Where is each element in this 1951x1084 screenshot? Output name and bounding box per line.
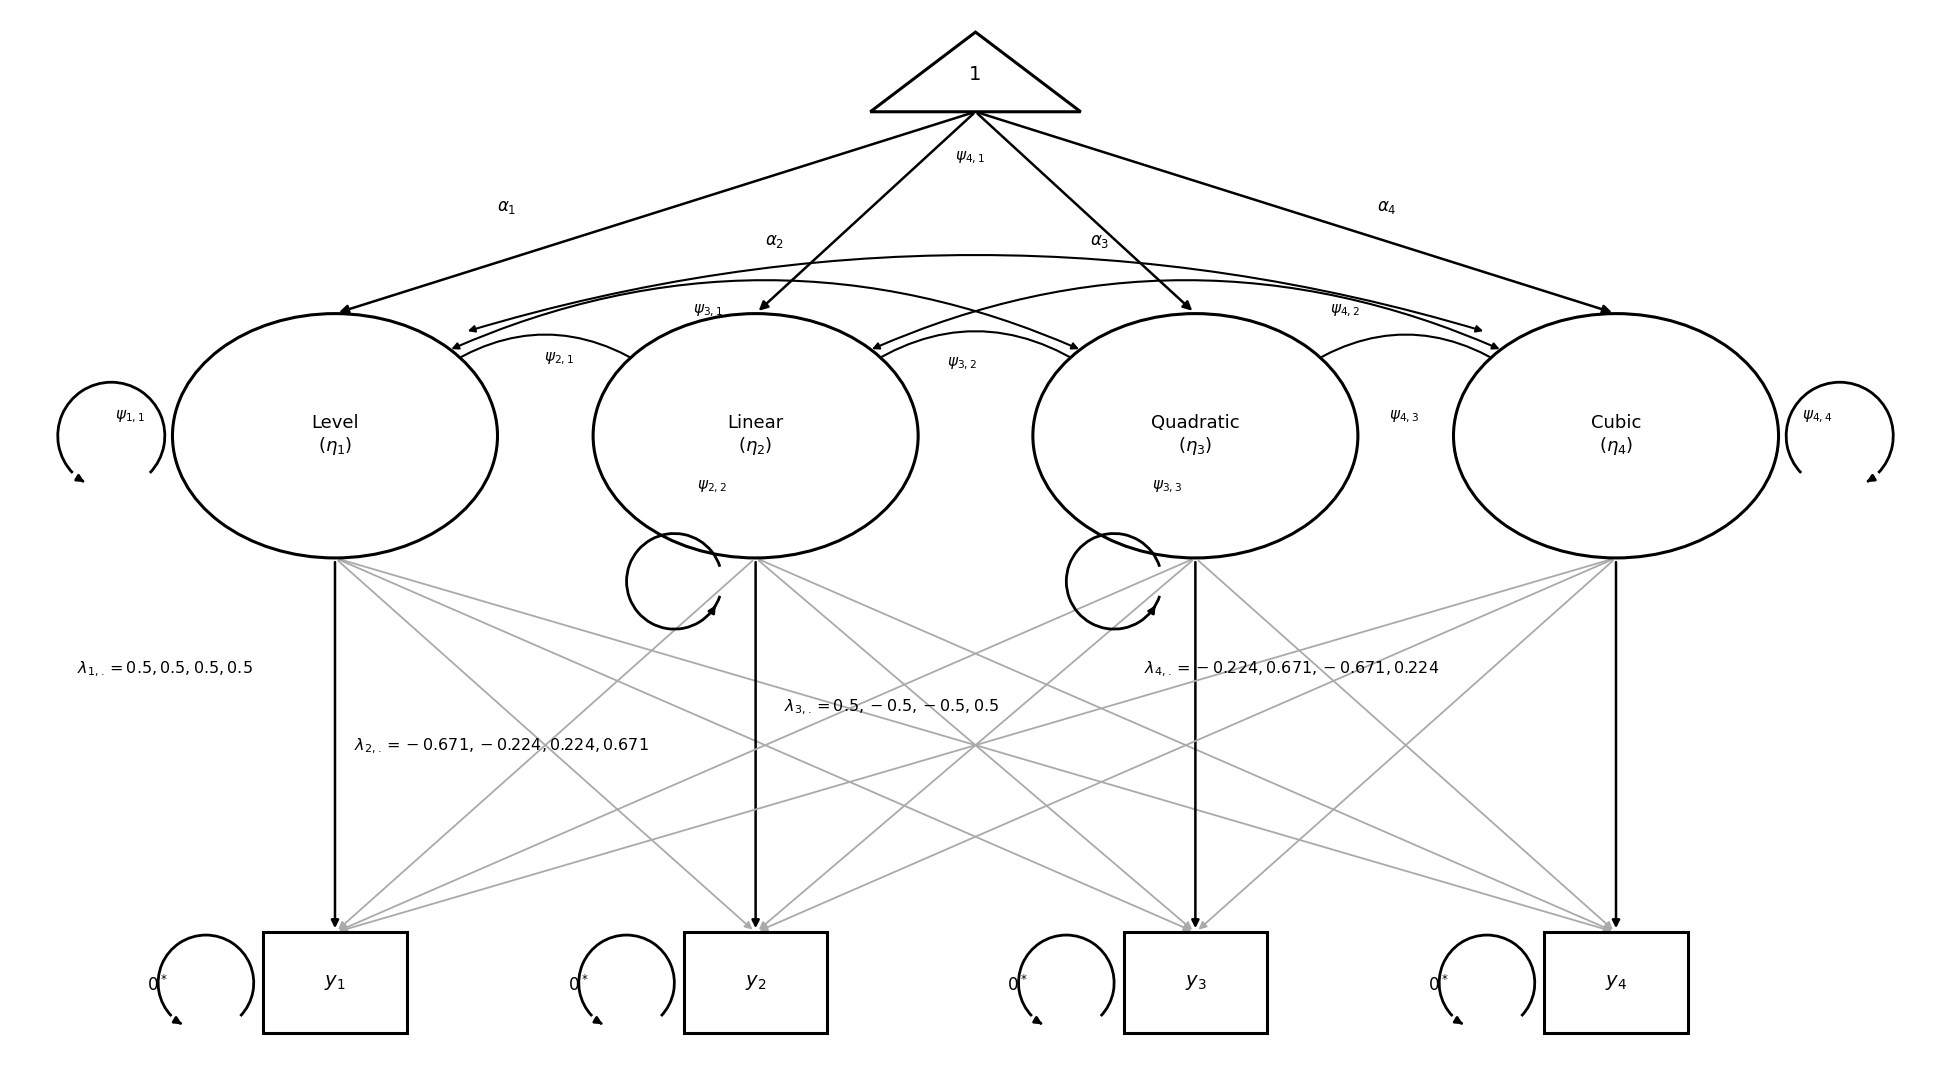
Text: $\lambda_{2,.} = -0.671, -0.224, 0.224, 0.671$: $\lambda_{2,.} = -0.671, -0.224, 0.224, … <box>355 736 650 756</box>
Bar <box>1124 932 1266 1033</box>
Text: $\alpha_3$: $\alpha_3$ <box>1091 232 1110 250</box>
Text: $\alpha_4$: $\alpha_4$ <box>1377 198 1397 217</box>
Text: $\lambda_{4,.} = -0.224, 0.671, -0.671, 0.224$: $\lambda_{4,.} = -0.224, 0.671, -0.671, … <box>1143 660 1440 680</box>
Text: $\psi_{3,1}$: $\psi_{3,1}$ <box>693 302 722 319</box>
Ellipse shape <box>172 313 498 558</box>
Bar <box>685 932 827 1033</box>
Text: $0^*$: $0^*$ <box>1428 975 1448 995</box>
Bar <box>1545 932 1688 1033</box>
Text: $\psi_{3,3}$: $\psi_{3,3}$ <box>1151 479 1182 495</box>
Text: Linear
($\eta_2$): Linear ($\eta_2$) <box>728 414 784 457</box>
Text: $0^*$: $0^*$ <box>568 975 587 995</box>
Bar <box>263 932 406 1033</box>
Text: $\psi_{2,1}$: $\psi_{2,1}$ <box>544 351 574 367</box>
Text: $\psi_{1,1}$: $\psi_{1,1}$ <box>115 409 146 425</box>
Text: $\psi_{4,2}$: $\psi_{4,2}$ <box>1329 302 1360 319</box>
Polygon shape <box>870 33 1081 112</box>
Text: $\psi_{4,1}$: $\psi_{4,1}$ <box>954 150 985 166</box>
Text: $\psi_{2,2}$: $\psi_{2,2}$ <box>697 479 726 495</box>
Text: $\lambda_{1,.} = 0.5, 0.5, 0.5, 0.5$: $\lambda_{1,.} = 0.5, 0.5, 0.5, 0.5$ <box>76 660 254 680</box>
Text: $\alpha_2$: $\alpha_2$ <box>765 232 784 250</box>
Text: $y_1$: $y_1$ <box>324 973 345 992</box>
Ellipse shape <box>593 313 919 558</box>
Text: $0^*$: $0^*$ <box>1007 975 1028 995</box>
Text: $y_3$: $y_3$ <box>1184 973 1206 992</box>
Ellipse shape <box>1032 313 1358 558</box>
Text: $y_2$: $y_2$ <box>745 973 767 992</box>
Text: Level
($\eta_1$): Level ($\eta_1$) <box>310 414 359 457</box>
Text: Quadratic
($\eta_3$): Quadratic ($\eta_3$) <box>1151 414 1239 457</box>
Text: $\psi_{4,3}$: $\psi_{4,3}$ <box>1389 409 1418 425</box>
Text: $\alpha_1$: $\alpha_1$ <box>498 198 517 217</box>
Text: $0^*$: $0^*$ <box>146 975 168 995</box>
Text: $y_4$: $y_4$ <box>1606 973 1627 992</box>
Text: 1: 1 <box>970 65 981 85</box>
Text: $\psi_{4,4}$: $\psi_{4,4}$ <box>1801 409 1832 425</box>
Ellipse shape <box>1453 313 1779 558</box>
Text: $\lambda_{3,.} = 0.5, -0.5, -0.5, 0.5$: $\lambda_{3,.} = 0.5, -0.5, -0.5, 0.5$ <box>784 698 999 718</box>
Text: $\psi_{3,2}$: $\psi_{3,2}$ <box>946 356 977 372</box>
Text: Cubic
($\eta_4$): Cubic ($\eta_4$) <box>1590 414 1641 457</box>
